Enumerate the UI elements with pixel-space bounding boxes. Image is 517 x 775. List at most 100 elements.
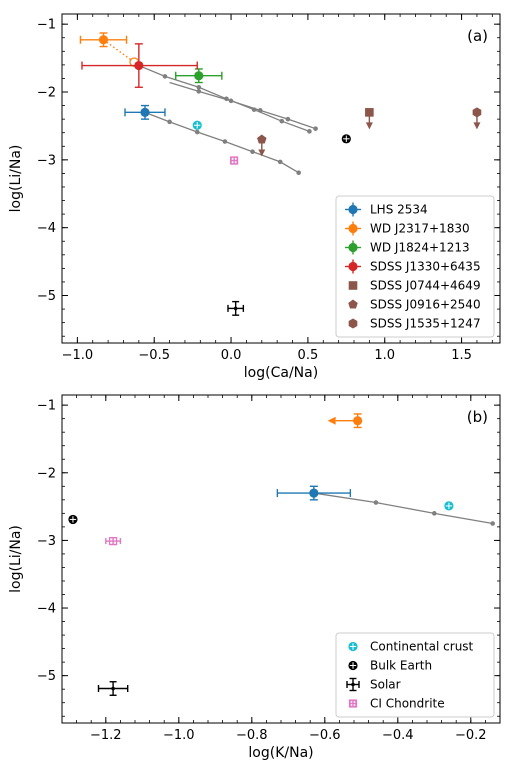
track-point — [296, 170, 301, 176]
sdss-j0916-2540-point — [257, 134, 267, 157]
x-tick-label: −0.4 — [382, 728, 414, 743]
legend-marker — [348, 299, 358, 309]
legend-marker — [348, 318, 358, 329]
legend-item: LHS 2534 — [345, 202, 428, 217]
legend-label: Continental crust — [370, 640, 474, 654]
y-tick-label: −5 — [37, 289, 56, 304]
y-tick-label: −1 — [37, 18, 56, 33]
y-tick-label: −2 — [37, 86, 56, 101]
series-marker — [194, 71, 204, 81]
series-marker — [140, 107, 150, 117]
legend-label: LHS 2534 — [370, 203, 428, 217]
legend-label: SDSS J0916+2540 — [370, 298, 481, 312]
x-tick-label: −1.2 — [90, 728, 122, 743]
legend-label: WD J2317+1830 — [370, 222, 470, 236]
y-tick-label: −4 — [37, 221, 56, 236]
legend-item: SDSS J1535+1247 — [348, 317, 481, 331]
legend-marker — [348, 204, 358, 215]
x-tick-label: −1.0 — [62, 348, 94, 363]
legend-label: CI Chondrite — [370, 697, 445, 711]
x-tick-label: −0.2 — [455, 728, 487, 743]
sdss-j1535-1247-point — [472, 107, 482, 130]
y-tick-label: −5 — [37, 669, 56, 684]
track-point — [373, 500, 379, 505]
track-line-1 — [313, 492, 493, 525]
track-point — [257, 108, 263, 113]
track-point — [432, 511, 437, 516]
x-tick-label: 1.5 — [451, 348, 472, 363]
legend-marker — [348, 281, 358, 290]
legend-label: Solar — [370, 678, 401, 692]
panel-label: (a) — [467, 27, 488, 45]
legend-item: WD J1824+1213 — [345, 240, 470, 255]
legend-box — [335, 195, 495, 338]
track-point — [196, 89, 202, 94]
upper-limit-arrowhead — [473, 122, 481, 130]
series-marker — [472, 107, 482, 118]
ci-chondrite-point-marker — [230, 156, 239, 165]
plot-frame — [61, 13, 501, 344]
x-tick-label: 0.0 — [221, 348, 242, 363]
legend-marker — [348, 223, 358, 234]
limit-arrowhead — [327, 416, 336, 425]
legend: LHS 2534 WD J2317+1830 WD J1824+1213 SDSS J… — [335, 195, 495, 338]
upper-limit-arrowhead — [365, 122, 373, 130]
legend-ci-chondrite-marker — [348, 699, 358, 708]
track-point — [167, 119, 172, 125]
legend-item: Bulk Earth — [348, 659, 432, 673]
upper-limit-arrowhead — [258, 149, 266, 157]
legend-box — [335, 632, 495, 718]
series-marker — [309, 488, 319, 498]
y-axis-label: log(Li/Na) — [8, 145, 24, 213]
track-point — [313, 126, 318, 131]
track-point — [490, 521, 496, 526]
y-tick-label: −3 — [37, 534, 56, 549]
x-tick-label: 1.0 — [374, 348, 395, 363]
sdss-j1330-6435-point — [81, 43, 198, 88]
x-tick-label: −0.8 — [236, 728, 268, 743]
legend-label: SDSS J1535+1247 — [370, 317, 481, 331]
panel-label: (b) — [467, 408, 488, 426]
x-tick-label: −1.0 — [163, 728, 195, 743]
x-axis-label: log(K/Na) — [248, 745, 313, 761]
series-marker — [98, 35, 109, 45]
x-tick-label: 0.5 — [298, 348, 319, 363]
track-point — [162, 74, 168, 79]
x-tick-label: −0.5 — [138, 348, 170, 363]
legend-label: SDSS J1330+6435 — [370, 260, 481, 274]
panel-a: −1.0 −0.5 0.0 0.5 1.0 1.5 −5 −4 −3 −2 −1 log(Ca/Na)… — [8, 13, 501, 381]
track-line-3 — [169, 81, 316, 130]
track-point — [228, 98, 234, 104]
legend-solar-marker — [351, 682, 355, 687]
series-marker — [365, 108, 374, 117]
legend-item: SDSS J1330+6435 — [345, 259, 481, 274]
track-point — [250, 149, 255, 155]
y-axis-label: log(Li/Na) — [8, 525, 24, 593]
y-tick-label: −3 — [37, 153, 56, 168]
track-point — [307, 129, 312, 134]
x-axis-label: log(Ca/Na) — [244, 365, 318, 381]
lhs-2534-point — [276, 485, 352, 501]
lhs-2534-point — [124, 104, 166, 120]
y-tick-label: −2 — [37, 466, 56, 481]
track-point — [277, 159, 283, 165]
legend-label: WD J1824+1213 — [370, 241, 470, 255]
legend-item: SDSS J0744+4649 — [348, 279, 481, 293]
wd-j1824-1213-point — [175, 68, 223, 84]
solar-point-marker — [233, 306, 238, 311]
legend-item: SDSS J0916+2540 — [348, 298, 481, 312]
series-marker — [257, 134, 267, 144]
panel-b: −1.2 −1.0 −0.8 −0.6 −0.4 −0.2 −5 −4 −3 −2 −1 log(K/… — [8, 394, 501, 761]
wd-j2317-1830-point — [327, 413, 363, 429]
track-point — [285, 116, 291, 122]
legend-label: Bulk Earth — [370, 659, 432, 673]
track-point — [222, 139, 228, 144]
x-tick-label: −0.6 — [309, 728, 341, 743]
y-tick-label: −1 — [37, 399, 56, 414]
legend-item: WD J2317+1830 — [345, 221, 470, 236]
legend-item: Continental crust — [348, 640, 474, 654]
legend-marker — [348, 242, 358, 253]
track-point — [196, 84, 202, 90]
solar-point-marker — [111, 686, 115, 691]
